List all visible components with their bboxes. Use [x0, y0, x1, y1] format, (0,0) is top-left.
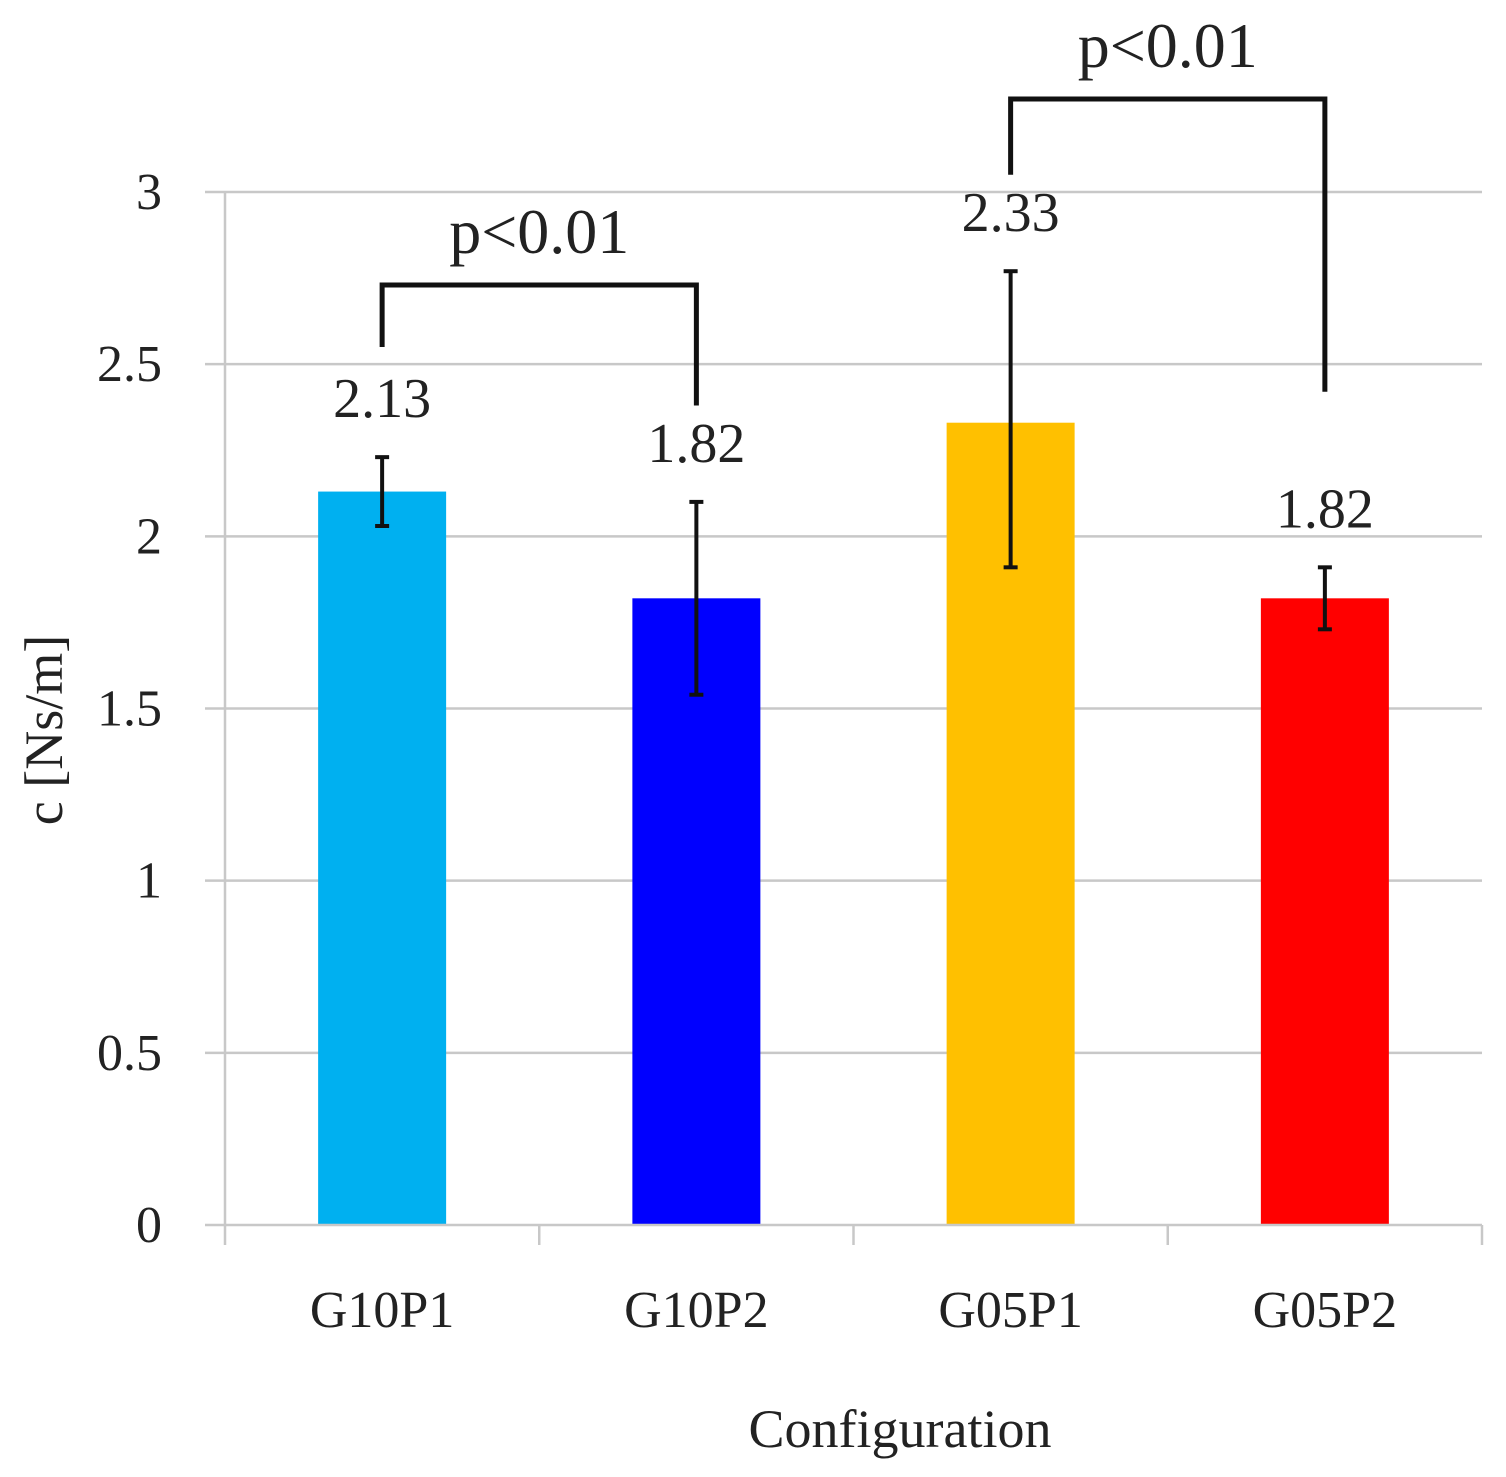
significance-bracket: [379, 282, 699, 406]
axes: [205, 192, 1484, 1245]
bar-g10p2: [632, 598, 761, 1225]
data-label: 1.82: [1276, 478, 1374, 540]
x-axis-title: Configuration: [749, 1399, 1052, 1459]
bar-g05p2: [1260, 598, 1389, 1225]
data-label: 2.13: [333, 368, 431, 430]
significance-bracket: [1008, 96, 1328, 392]
significance-label: p<0.01: [449, 196, 629, 267]
y-axis-title: c [Ns/m]: [14, 635, 74, 825]
x-tick-label: G10P2: [624, 1282, 768, 1339]
y-tick-label: 3: [136, 164, 162, 221]
data-label: 1.82: [647, 413, 745, 475]
labels: 0 0.5 1 1.5 2 2.5 3 G10P1 G10P2 G05P1 G05P2 2.13 1.8…: [97, 164, 1397, 1339]
y-tick-label: 0.5: [97, 1025, 162, 1082]
y-tick-label: 2: [136, 508, 162, 565]
y-tick-label: 2.5: [97, 336, 162, 393]
data-label: 2.33: [962, 182, 1060, 244]
bars: [318, 422, 1389, 1225]
x-tick-label: G05P1: [938, 1282, 1082, 1339]
bar-g10p1: [318, 491, 447, 1225]
error-bars: [375, 269, 1332, 697]
y-tick-label: 1: [136, 853, 162, 910]
significance-annotations: p<0.01 p<0.01: [379, 10, 1328, 406]
x-tick-label: G10P1: [310, 1282, 454, 1339]
y-tick-label: 0: [136, 1197, 162, 1254]
y-tick-label: 1.5: [97, 681, 162, 738]
x-tick-label: G05P2: [1253, 1282, 1397, 1339]
significance-label: p<0.01: [1078, 10, 1258, 81]
